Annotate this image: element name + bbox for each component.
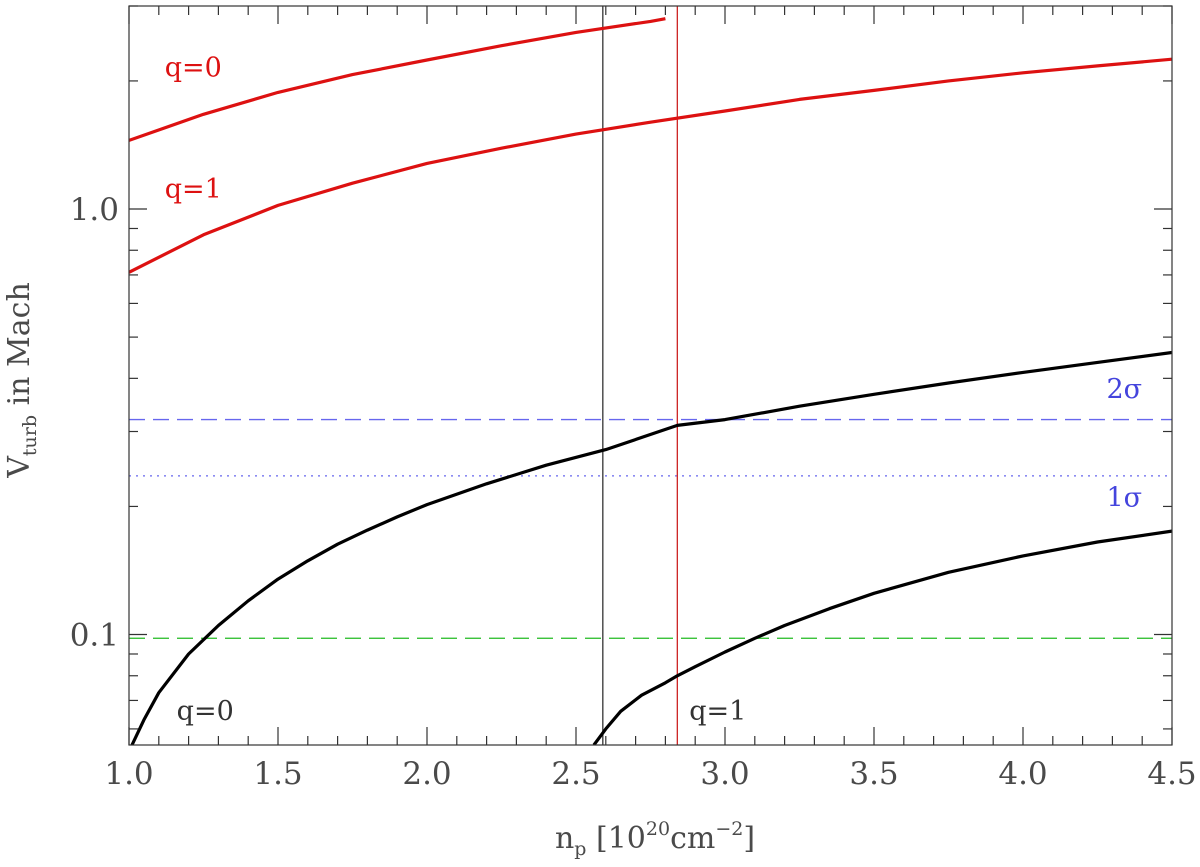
x-axis-title-main: n <box>555 821 574 856</box>
x-tick-label: 2.0 <box>402 756 451 792</box>
x-tick-label: 2.5 <box>551 756 600 792</box>
y-axis-title: Vturb in Mach <box>2 282 41 479</box>
x-axis-title-base: 10 <box>608 821 646 856</box>
x-axis-title-bracket-close: ] <box>743 821 755 856</box>
annotation-label-2: q=1 <box>165 174 222 205</box>
annotations: q=0 q=1 2σ 1σ q=0 q=1 <box>165 52 1142 727</box>
x-tick-label: 3.5 <box>849 756 898 792</box>
annotation-label-3: 2σ <box>1106 374 1142 405</box>
x-tick-label: 1.0 <box>104 756 153 792</box>
x-axis-title-sub: p <box>574 838 586 860</box>
series-line-4 <box>592 529 1172 745</box>
annotation-label-6: q=1 <box>689 696 746 727</box>
annotation-label-4: 1σ <box>1106 482 1142 513</box>
x-tick-label: 3.0 <box>700 756 749 792</box>
y-tick-label: 1.0 <box>70 192 119 228</box>
x-axis-title-exp: 20 <box>646 818 670 840</box>
x-axis-title-bracket-open: [ <box>596 821 608 856</box>
plot-marks <box>129 6 1172 745</box>
annotation-label-1: q=0 <box>165 52 222 83</box>
x-axis-title-unit-exp: −2 <box>715 818 743 840</box>
axis-ticks: 1.0 1.5 2.0 2.5 3.0 3.5 4.0 4.5 0.1 1.0 <box>70 5 1197 792</box>
x-tick-label: 4.0 <box>998 756 1047 792</box>
x-axis-title-unit: cm <box>670 821 715 856</box>
x-tick-label: 4.5 <box>1147 756 1196 792</box>
series-line-3 <box>130 350 1172 745</box>
series-line-1 <box>129 17 666 142</box>
plot-frame <box>128 5 1173 746</box>
y-tick-label: 0.1 <box>70 618 119 654</box>
y-axis-title-main: V <box>2 455 37 479</box>
y-axis-title-rest: in Mach <box>2 282 37 415</box>
x-axis-title: np [1020cm−2] <box>555 818 755 860</box>
annotation-label-5: q=0 <box>177 696 234 727</box>
x-tick-label: 1.5 <box>253 756 302 792</box>
series-line-2 <box>129 57 1172 274</box>
y-axis-title-sub: turb <box>19 415 41 456</box>
